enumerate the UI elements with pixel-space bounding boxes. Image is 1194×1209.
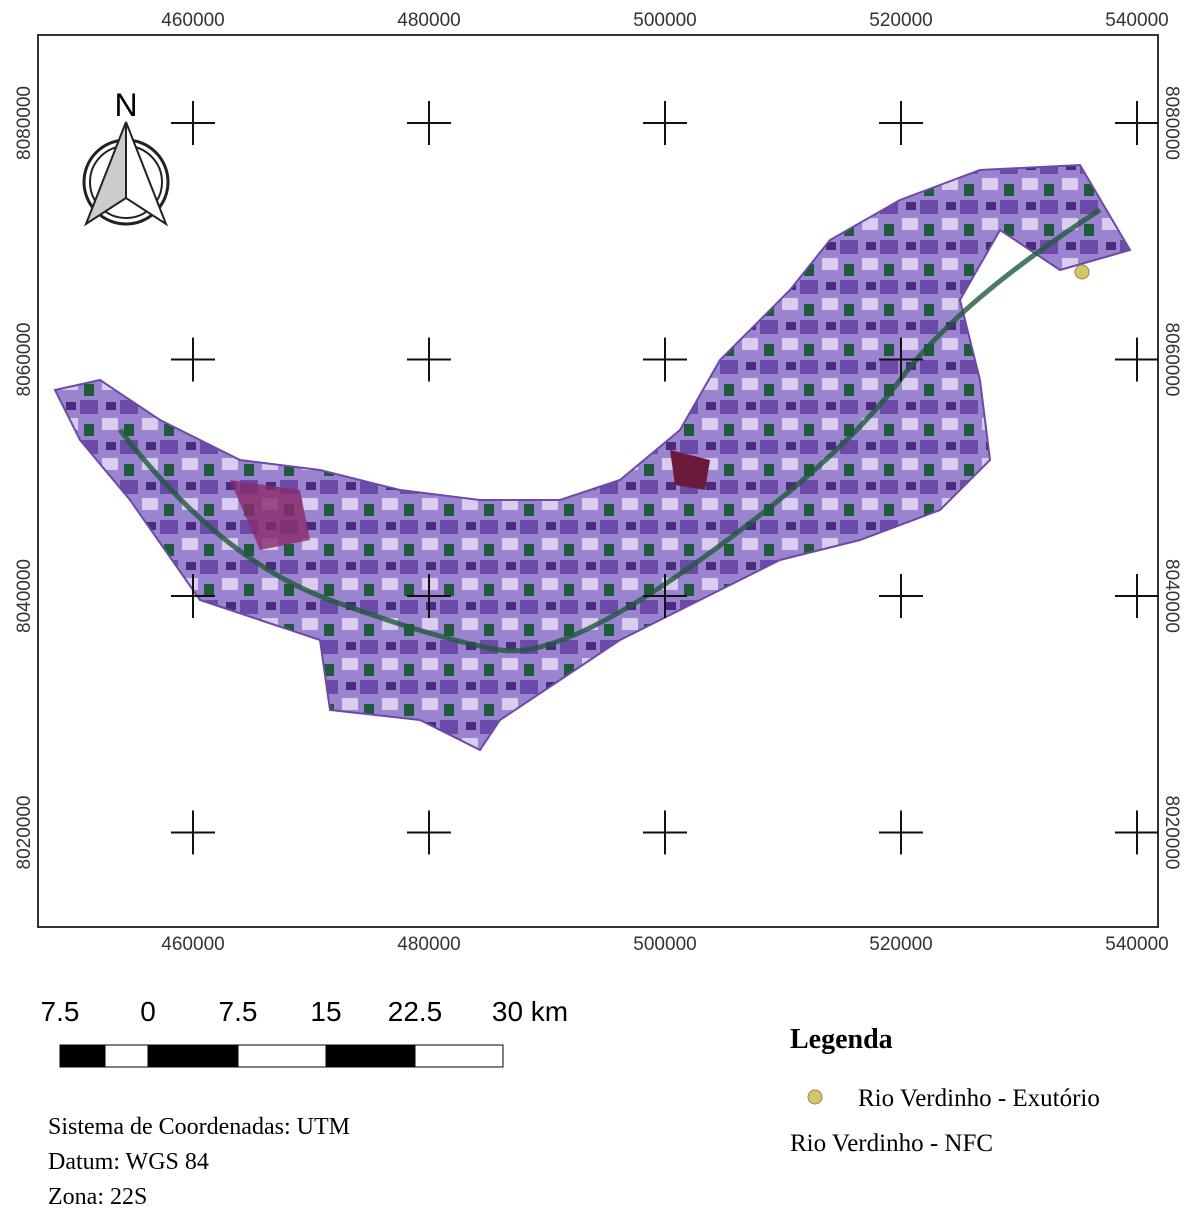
grid-cross xyxy=(643,337,687,382)
grid-cross xyxy=(1115,337,1159,382)
patch xyxy=(670,450,710,490)
info-line: Zona: 22S xyxy=(48,1184,147,1209)
grid-cross xyxy=(643,810,687,855)
grid-cross xyxy=(1115,101,1159,145)
scale-label: 15 xyxy=(310,996,341,1027)
grid-cross xyxy=(1115,574,1159,618)
patch xyxy=(230,480,310,550)
grid-cross xyxy=(171,337,215,382)
north-label: N xyxy=(114,87,137,123)
x-tick-label: 500000 xyxy=(633,934,696,955)
grid-cross xyxy=(407,101,451,145)
x-tick-label: 480000 xyxy=(397,10,460,31)
scale-bar xyxy=(59,1044,504,1068)
y-tick-label: 8040000 xyxy=(14,559,35,633)
x-tick-label: 460000 xyxy=(161,10,224,31)
grid-cross xyxy=(407,337,451,382)
legend-item: Rio Verdinho - Exutório xyxy=(858,1085,1100,1112)
x-tick-label: 520000 xyxy=(869,10,932,31)
y-tick-label: 8020000 xyxy=(1161,796,1182,870)
grid-cross xyxy=(879,337,923,382)
y-tick-label: 8080000 xyxy=(1161,86,1182,160)
grid-cross xyxy=(171,574,215,618)
y-tick-label: 8040000 xyxy=(1161,559,1182,633)
scale-label: 22.5 xyxy=(388,996,443,1027)
grid-cross xyxy=(407,810,451,855)
scale-label: 7.5 xyxy=(41,996,80,1027)
river xyxy=(118,207,1102,654)
info-line: Datum: WGS 84 xyxy=(48,1149,209,1175)
north-arrow: N xyxy=(82,87,170,227)
x-tick-label: 460000 xyxy=(161,934,224,955)
grid-cross xyxy=(879,810,923,855)
legend-item: Rio Verdinho - NFC xyxy=(790,1130,993,1157)
x-tick-label: 500000 xyxy=(633,10,696,31)
x-tick-label: 480000 xyxy=(397,934,460,955)
grid-cross xyxy=(643,101,687,145)
grid-cross xyxy=(171,101,215,145)
grid-crosses xyxy=(171,101,1159,855)
grid-cross xyxy=(643,574,687,618)
grid-cross xyxy=(171,810,215,855)
basin xyxy=(53,163,1132,752)
outlet-point xyxy=(1074,264,1090,280)
grid-cross xyxy=(1115,810,1159,855)
scale-label: 0 xyxy=(140,996,156,1027)
grid-cross xyxy=(879,101,923,145)
y-tick-label: 8080000 xyxy=(14,86,35,160)
grid-cross xyxy=(407,574,451,618)
x-tick-label: 540000 xyxy=(1105,934,1168,955)
info-line: Sistema de Coordenadas: UTM xyxy=(48,1114,350,1140)
scale-label: 7.5 xyxy=(219,996,258,1027)
y-tick-label: 8060000 xyxy=(14,323,35,397)
y-tick-label: 8020000 xyxy=(14,796,35,870)
legend-swatch xyxy=(807,1089,823,1105)
legend-title: Legenda xyxy=(790,1024,893,1055)
x-tick-label: 540000 xyxy=(1105,10,1168,31)
grid-cross xyxy=(879,574,923,618)
y-tick-label: 8060000 xyxy=(1161,323,1182,397)
x-tick-label: 520000 xyxy=(869,934,932,955)
scale-label: 30 km xyxy=(492,996,568,1027)
